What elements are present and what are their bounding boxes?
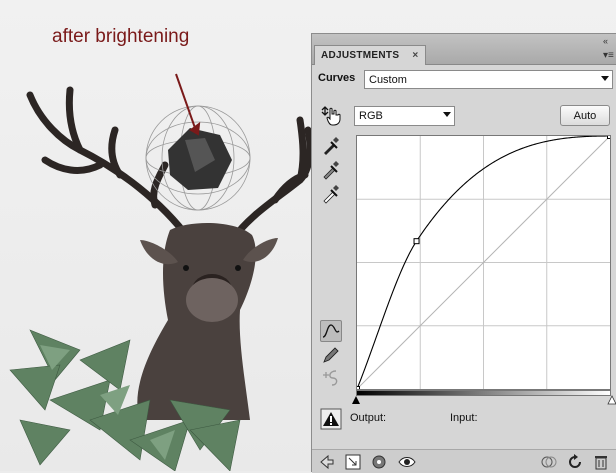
tab-adjustments[interactable]: ADJUSTMENTS ×	[314, 45, 426, 65]
readout-row: Output: Input:	[312, 408, 616, 430]
view-previous-icon[interactable]	[540, 453, 558, 471]
eyedropper-gray-icon[interactable]	[320, 158, 342, 180]
expand-view-icon[interactable]	[344, 453, 362, 471]
collapse-icon[interactable]: «	[603, 36, 609, 46]
adjustments-panel: ADJUSTMENTS × « ▾≡ Curves Custom RGB Aut…	[311, 33, 616, 473]
trash-icon[interactable]	[592, 453, 610, 471]
curve-point[interactable]	[607, 136, 611, 139]
chevron-down-icon	[601, 76, 609, 81]
preset-value: Custom	[369, 74, 407, 86]
panel-tab-bar: ADJUSTMENTS × « ▾≡	[312, 34, 616, 65]
close-icon[interactable]: ×	[412, 50, 419, 61]
output-label: Output:	[350, 412, 387, 424]
eye-icon[interactable]	[398, 453, 416, 471]
clipping-warning-icon[interactable]	[320, 408, 342, 430]
curve-graph[interactable]	[356, 135, 611, 390]
back-arrow-icon[interactable]	[318, 453, 336, 471]
pencil-icon[interactable]	[320, 344, 342, 366]
panel-bottom-bar	[312, 449, 616, 473]
annotation-text: after brightening	[52, 26, 190, 47]
curves-header: Curves Custom	[312, 66, 616, 92]
reset-icon[interactable]	[566, 453, 584, 471]
clip-to-layer-icon[interactable]	[370, 453, 388, 471]
preset-dropdown[interactable]: Custom	[364, 70, 613, 89]
eyedropper-black-icon[interactable]	[320, 134, 342, 156]
chevron-down-icon	[443, 112, 451, 117]
curve-point[interactable]	[357, 386, 360, 390]
tab-label: ADJUSTMENTS	[321, 50, 400, 61]
panel-menu-icon[interactable]: ▾≡	[603, 50, 614, 61]
input-label: Input:	[450, 412, 478, 424]
channel-dropdown[interactable]: RGB	[354, 106, 455, 126]
curve-line	[357, 136, 610, 389]
black-point-slider[interactable]	[352, 396, 360, 404]
auto-button[interactable]: Auto	[560, 105, 610, 126]
curve-point[interactable]	[413, 238, 420, 245]
curve-edit-icon[interactable]	[320, 320, 342, 342]
white-point-slider[interactable]	[607, 395, 616, 405]
channel-value: RGB	[359, 110, 383, 122]
smooth-icon[interactable]	[320, 367, 342, 389]
curves-label: Curves	[318, 72, 356, 84]
eyedropper-white-icon[interactable]	[320, 182, 342, 204]
baseline-diagonal	[357, 136, 610, 389]
input-gradient-bar	[356, 390, 611, 396]
target-hand-icon[interactable]	[320, 104, 342, 126]
